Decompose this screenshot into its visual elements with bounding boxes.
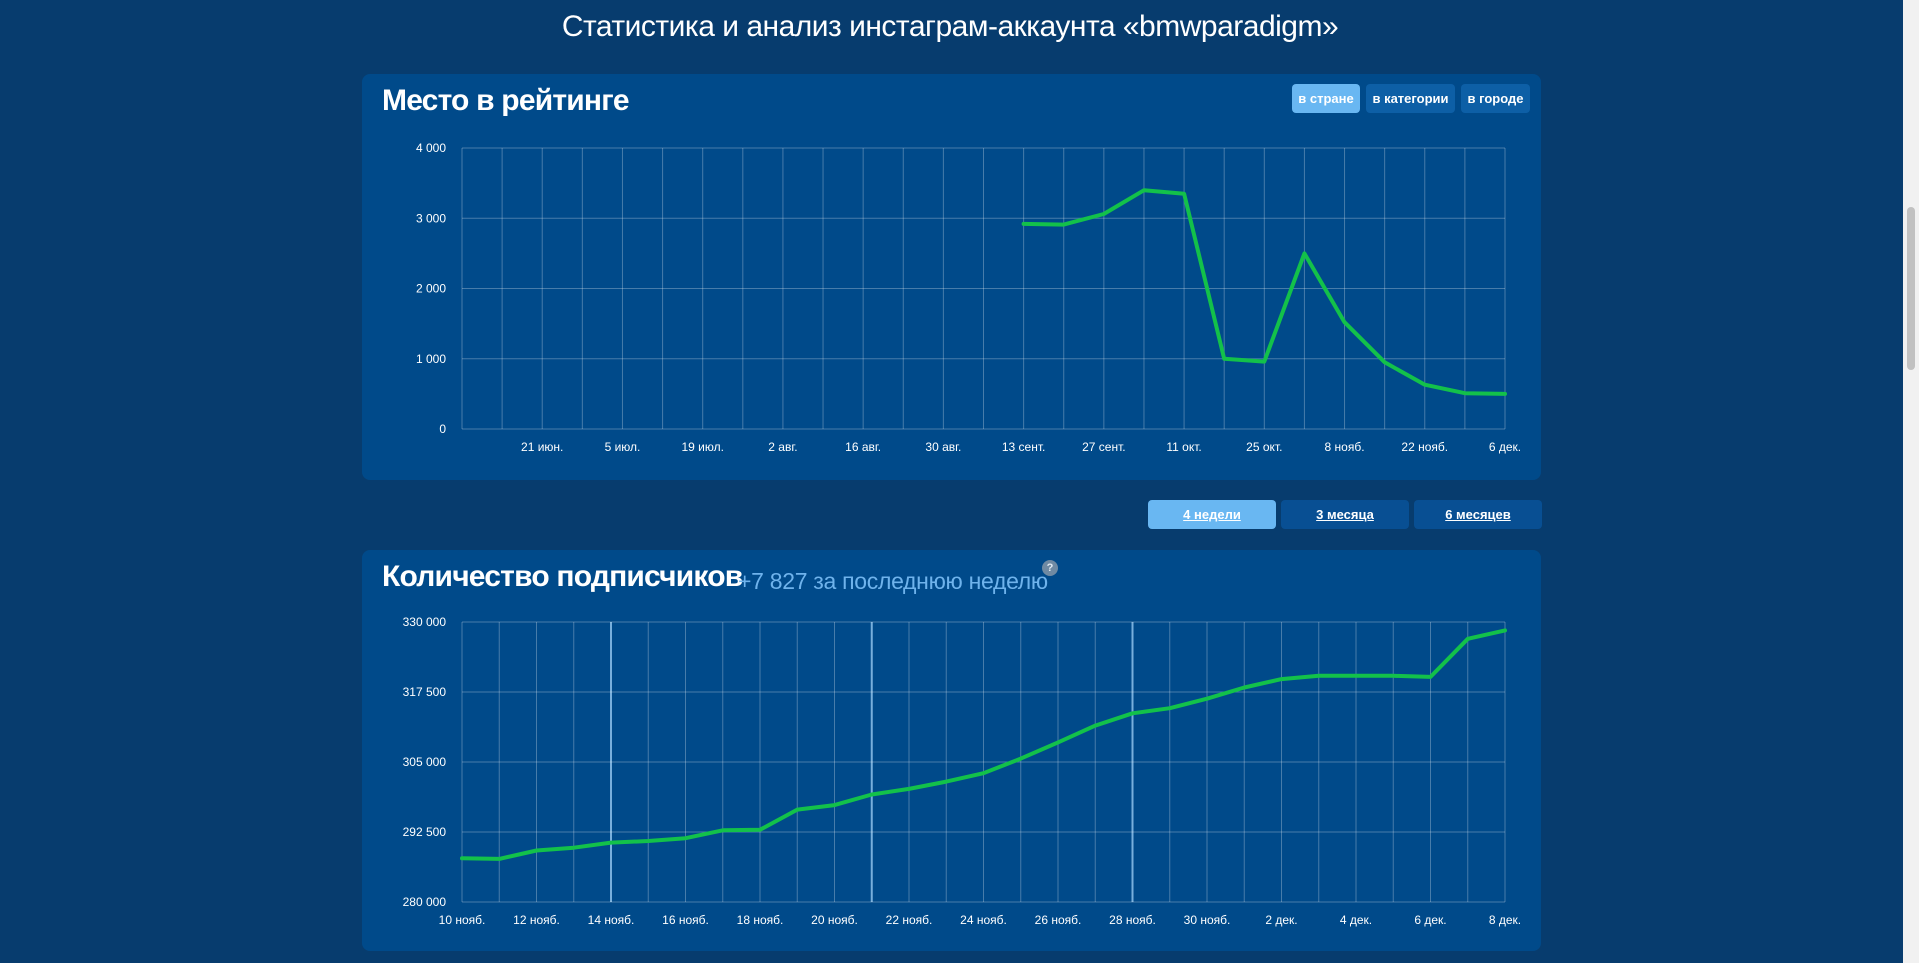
rank-card-title: Место в рейтинге (382, 84, 630, 117)
subs-y-tick-label: 330 000 (403, 615, 447, 629)
subs-data-point (795, 808, 799, 812)
rank-x-tick-label: 16 авг. (845, 440, 881, 454)
subs-data-point (721, 828, 725, 832)
subs-x-tick-label: 14 нояб. (588, 913, 635, 927)
subscribers-card-title: Количество подписчиков (382, 560, 743, 593)
subs-x-tick-label: 4 дек. (1340, 913, 1372, 927)
rank-data-point (1503, 392, 1507, 396)
rank-y-tick-label: 1 000 (416, 352, 446, 366)
weekly-gain-text: +7 827 за последнюю неделю (738, 568, 1048, 594)
subs-x-tick-label: 26 нояб. (1035, 913, 1082, 927)
rank-data-point (1262, 360, 1266, 364)
rank-data-point (1343, 320, 1347, 324)
subs-x-tick-label: 16 нояб. (662, 913, 709, 927)
subs-data-point (1242, 686, 1246, 690)
subs-x-tick-label: 24 нояб. (960, 913, 1007, 927)
rank-x-tick-label: 13 сент. (1002, 440, 1045, 454)
rank-x-tick-label: 19 июл. (681, 440, 723, 454)
subs-data-point (870, 792, 874, 796)
subs-x-tick-label: 10 нояб. (439, 913, 486, 927)
rank-y-tick-label: 0 (439, 422, 446, 436)
subs-data-point (1317, 674, 1321, 678)
rank-data-point (1182, 192, 1186, 196)
subscribers-card: Количество подписчиков +7 827 за последн… (362, 550, 1541, 951)
period-6-months-button[interactable]: 6 месяцев (1414, 500, 1542, 529)
subs-x-tick-label: 30 нояб. (1184, 913, 1231, 927)
rank-x-tick-label: 2 авг. (768, 440, 797, 454)
subs-data-point (1429, 675, 1432, 679)
scrollbar-thumb[interactable] (1907, 207, 1915, 370)
rank-x-tick-label: 5 июл. (605, 440, 641, 454)
subs-data-point (460, 856, 464, 860)
subs-data-point (1056, 740, 1060, 744)
page-title: Статистика и анализ инстаграм-аккаунта «… (561, 10, 1339, 43)
rank-y-tick-label: 4 000 (416, 141, 446, 155)
subs-data-point (1131, 711, 1134, 715)
subs-data-point (646, 839, 650, 843)
rank-data-point (1102, 212, 1106, 216)
subs-data-point (1168, 706, 1172, 710)
scope-category-button[interactable]: в категории (1366, 84, 1455, 113)
subs-x-tick-label: 28 нояб. (1109, 913, 1156, 927)
subs-x-tick-label: 8 дек. (1489, 913, 1521, 927)
rank-data-point (1022, 222, 1026, 226)
scope-city-button[interactable]: в городе (1461, 84, 1530, 113)
subs-data-point (497, 857, 501, 861)
rank-x-tick-label: 6 дек. (1489, 440, 1521, 454)
rank-x-tick-label: 21 июн. (521, 440, 563, 454)
subs-y-tick-label: 292 500 (403, 825, 447, 839)
period-3-months-button[interactable]: 3 месяца (1281, 500, 1409, 529)
subs-x-tick-label: 2 дек. (1265, 913, 1297, 927)
subs-x-tick-label: 6 дек. (1414, 913, 1446, 927)
subscribers-chart: 280 000 292 500 305 000 317 500 330 000 10 но… (403, 615, 1522, 927)
subs-y-tick-label: 317 500 (403, 685, 447, 699)
rank-data-point (1463, 391, 1467, 395)
help-icon[interactable]: ? (1042, 560, 1058, 576)
rank-data-point (1142, 188, 1146, 192)
rank-x-tick-label: 25 окт. (1246, 440, 1282, 454)
subs-data-point (982, 771, 985, 775)
rank-x-tick-label: 30 авг. (925, 440, 961, 454)
rank-y-tick-label: 3 000 (416, 211, 446, 225)
subs-data-point (758, 828, 762, 832)
subs-y-tick-label: 305 000 (403, 755, 447, 769)
rank-data-point (1062, 223, 1066, 227)
subs-data-point (833, 803, 836, 807)
rank-x-tick-label: 27 сент. (1082, 440, 1125, 454)
scope-country-button[interactable]: в стране (1292, 84, 1360, 113)
period-4-weeks-button[interactable]: 4 недели (1148, 500, 1276, 529)
subs-x-tick-label: 12 нояб. (513, 913, 560, 927)
rank-data-point (1302, 251, 1306, 255)
subs-data-point (1019, 757, 1023, 761)
subs-x-tick-label: 20 нояб. (811, 913, 858, 927)
rank-data-point (1383, 360, 1387, 364)
rank-y-tick-label: 2 000 (416, 282, 446, 296)
subs-x-tick-label: 18 нояб. (737, 913, 784, 927)
subs-data-point (684, 836, 687, 840)
rank-data-point (1222, 357, 1226, 361)
subs-data-point (1280, 677, 1283, 681)
subs-x-tick-label: 22 нояб. (886, 913, 933, 927)
subs-data-point (1466, 637, 1470, 641)
subs-data-point (1503, 628, 1507, 632)
subs-data-point (572, 846, 576, 850)
subs-data-point (907, 787, 911, 791)
rank-x-tick-label: 22 нояб. (1401, 440, 1448, 454)
subs-data-point (609, 841, 613, 845)
subs-data-point (535, 848, 538, 852)
rank-x-tick-label: 11 окт. (1166, 440, 1201, 454)
rank-card: Место в рейтинге в стране в категории в … (362, 74, 1541, 480)
rank-chart: 0 1 000 2 000 3 000 4 000 21 июн. 5 июл. 19 июл… (416, 141, 1521, 454)
subs-data-point (1093, 724, 1097, 728)
scrollbar[interactable] (1903, 0, 1919, 963)
subs-data-point (1391, 674, 1395, 678)
subs-data-point (1205, 697, 1209, 701)
rank-x-tick-label: 8 нояб. (1325, 440, 1365, 454)
subs-data-point (944, 780, 948, 784)
subs-y-tick-label: 280 000 (403, 895, 447, 909)
rank-data-point (1423, 383, 1427, 387)
subs-data-point (1354, 674, 1358, 678)
